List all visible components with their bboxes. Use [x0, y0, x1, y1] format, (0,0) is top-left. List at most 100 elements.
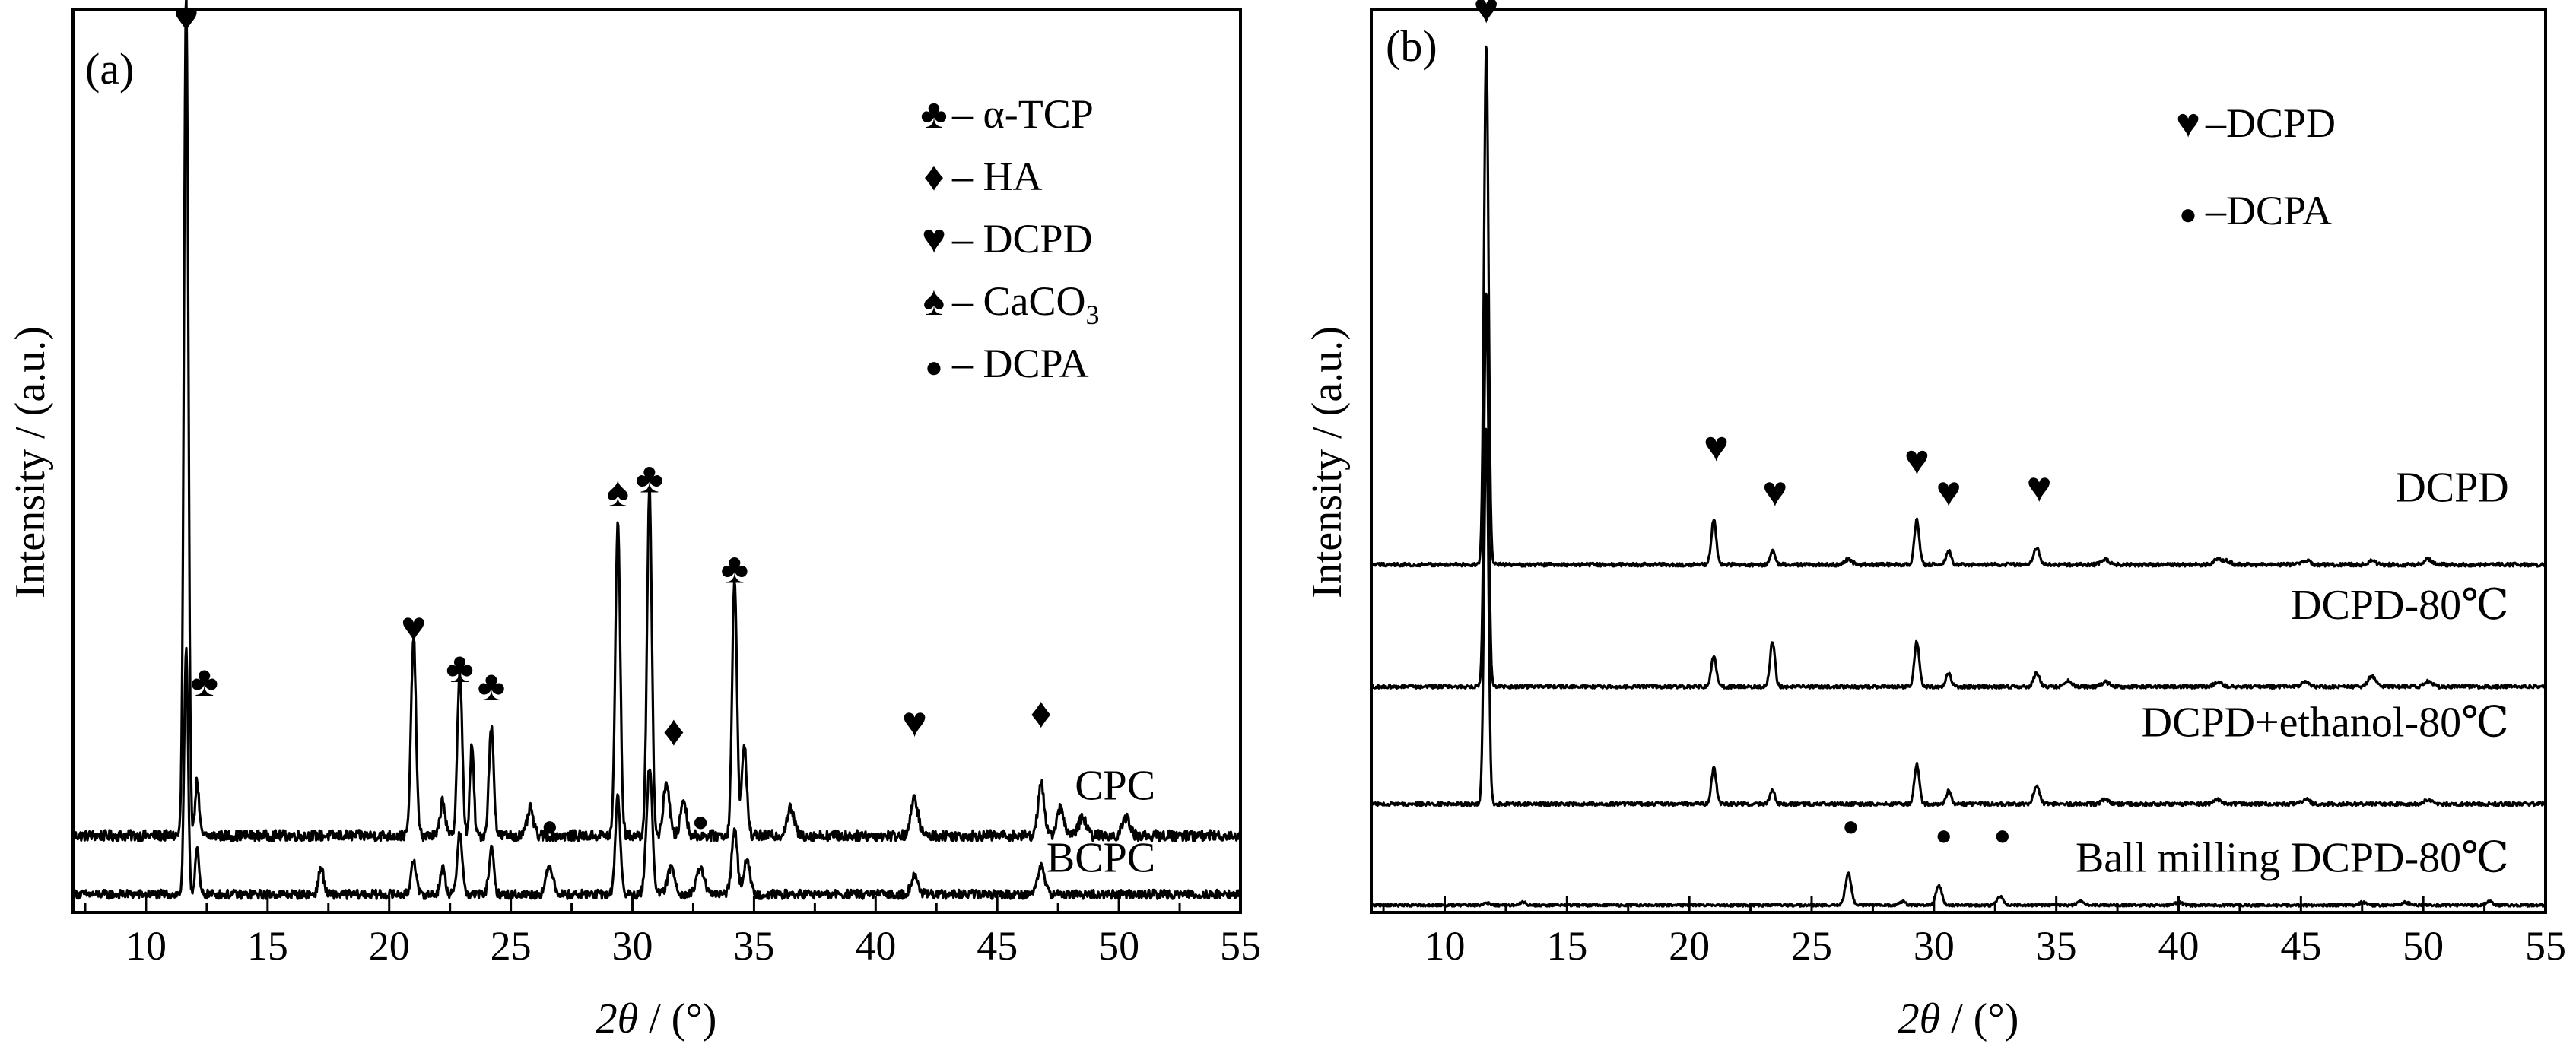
legend-item-dcpa: ● – DCPA — [925, 341, 1089, 386]
panel-b: 10 15 20 25 30 35 40 45 50 55 ♥♥♥♥♥ ♥● ● ● DCPDDCPD-… — [1304, 0, 2566, 1042]
x-tick-label: 55 — [2525, 923, 2566, 969]
series-line — [1371, 45, 2546, 568]
peak-marker: ● — [541, 811, 558, 842]
legend-heart-icon: ♥ — [922, 216, 946, 262]
x-axis-label-a: 2θ / (°) — [596, 995, 717, 1042]
curve-label: DCPD+ethanol-80℃ — [2142, 699, 2509, 746]
peak-marker: ♠ — [606, 468, 629, 516]
peak-marker: ● — [1842, 811, 1860, 842]
y-axis-label-a: Intensity / (a.u.) — [7, 326, 54, 598]
peak-marker: ♥ — [1474, 0, 1499, 33]
peak-markers-a: ♥♣♥♣ ♣♠ ♣♦♣♥ ♦● ● — [173, 0, 1052, 842]
plot-frame-b — [1370, 8, 2547, 914]
series-line — [71, 646, 1242, 900]
x-tick-label: 30 — [612, 923, 653, 969]
curve-labels-b: DCPD DCPD-80℃ DCPD+ethanol-80℃ Ball milling… — [2076, 464, 2509, 881]
legend-label-caco3: – CaCO3 — [951, 278, 1100, 330]
legend-item-dcpa-b: ● –DCPA — [2179, 188, 2332, 233]
x-tick-label: 50 — [2403, 923, 2444, 969]
legend-item-caco3: ♠ – CaCO3 — [923, 278, 1100, 330]
x-tick-label: 15 — [1546, 923, 1587, 969]
curve-labels-a: CPC BCPC — [1047, 763, 1155, 882]
x-tick-label: 45 — [2280, 923, 2321, 969]
peak-markers-b: ♥♥♥♥♥ ♥● ● ● — [1474, 0, 2052, 852]
x-tick-label: 10 — [1425, 923, 1466, 969]
legend-item-ha: ♦ – HA — [923, 154, 1042, 199]
y-axis-label-b: Intensity / (a.u.) — [1304, 326, 1351, 598]
x-tick-label: 10 — [125, 923, 167, 969]
curve-label: CPC — [1075, 763, 1155, 810]
peak-marker: ♣ — [636, 455, 664, 503]
legend-b: ♥ –DCPD ● –DCPA — [2176, 100, 2336, 233]
x-tick-label: 35 — [2036, 923, 2077, 969]
x-tick-label: 45 — [977, 923, 1018, 969]
curve-label: DCPD-80℃ — [2291, 582, 2509, 629]
x-tick-label: 40 — [2158, 923, 2200, 969]
legend-label-dcpd: – DCPD — [951, 216, 1093, 262]
legend-item-dcpd: ♥ – DCPD — [922, 216, 1093, 262]
series-group-a — [71, 0, 1242, 900]
curve-label: BCPC — [1047, 835, 1155, 882]
x-axis-symbol-a: 2θ — [596, 995, 639, 1042]
peak-marker: ♦ — [663, 708, 685, 755]
x-axis-unit-b: / (°) — [1940, 995, 2019, 1042]
series-group-b — [1370, 45, 2547, 908]
legend-caco3-subscript: 3 — [1086, 300, 1100, 330]
peak-marker: ♥ — [1704, 424, 1729, 471]
x-tick-labels-a: 10 15 20 25 30 35 40 45 50 55 — [125, 923, 1261, 969]
panel-label-b: (b) — [1386, 21, 1437, 71]
legend-caco3-text: – CaCO — [951, 278, 1086, 324]
x-tick-label: 50 — [1098, 923, 1139, 969]
peak-marker: ♣ — [446, 645, 474, 692]
x-tick-label: 30 — [1914, 923, 1955, 969]
legend-diamond-icon: ♦ — [923, 154, 945, 199]
peak-marker: ♥ — [1936, 468, 1961, 516]
x-tick-label: 40 — [855, 923, 896, 969]
peak-marker: ♣ — [720, 545, 748, 592]
series-line — [71, 0, 1242, 842]
x-axis-label-b: 2θ / (°) — [1898, 995, 2019, 1042]
legend-dot-icon: ● — [925, 350, 943, 384]
legend-a: ♣ – α-TCP ♦ – HA ♥ – DCPD ♠ – CaCO3 ● – … — [920, 91, 1099, 386]
peak-marker: ● — [1935, 820, 1952, 852]
legend-label-dcpa: – DCPA — [951, 341, 1089, 386]
x-tick-label: 25 — [1791, 923, 1832, 969]
legend-club-icon: ♣ — [920, 91, 947, 137]
peak-marker: ♦ — [1030, 690, 1052, 737]
legend-label-dcpa-b: –DCPA — [2205, 188, 2332, 233]
peak-marker: ♥ — [401, 604, 426, 652]
series-line — [1370, 871, 2547, 908]
series-line — [1371, 292, 2547, 690]
legend-item-dcpd-b: ♥ –DCPD — [2176, 100, 2336, 146]
x-tick-label: 55 — [1220, 923, 1261, 969]
x-tick-label: 35 — [733, 923, 774, 969]
curve-label: DCPD — [2395, 464, 2508, 511]
peak-marker: ♥ — [1762, 468, 1787, 516]
peak-marker: ♣ — [478, 663, 506, 710]
peak-marker: ♥ — [1904, 437, 1930, 484]
legend-label-atcp: – α-TCP — [951, 91, 1094, 137]
peak-marker: ♥ — [2027, 464, 2052, 511]
x-tick-label: 25 — [491, 923, 532, 969]
legend-dot-icon-b: ● — [2179, 197, 2197, 231]
x-tick-labels-b: 10 15 20 25 30 35 40 45 50 55 — [1425, 923, 2567, 969]
panel-label-a: (a) — [85, 44, 134, 94]
x-axis-unit-a: / (°) — [638, 995, 716, 1042]
x-axis-symbol-b: 2θ — [1898, 995, 1941, 1042]
legend-heart-icon-b: ♥ — [2176, 100, 2200, 146]
legend-label-ha: – HA — [951, 154, 1043, 199]
x-tick-label: 20 — [1669, 923, 1710, 969]
peak-marker: ● — [692, 806, 710, 838]
peak-marker: ● — [1993, 820, 2011, 852]
legend-item-atcp: ♣ – α-TCP — [920, 91, 1094, 137]
legend-spade-icon: ♠ — [923, 278, 945, 324]
series-line — [1370, 427, 2546, 807]
peak-marker: ♣ — [190, 658, 218, 706]
plot-frame-a — [71, 8, 1242, 914]
legend-label-dcpd-b: –DCPD — [2205, 100, 2336, 146]
x-tick-label: 15 — [247, 923, 288, 969]
curve-label: Ball milling DCPD-80℃ — [2076, 835, 2509, 882]
x-tick-label: 20 — [369, 923, 410, 969]
panel-a: 10 15 20 25 30 35 40 45 50 55 ♥♣♥♣ ♣♠ ♣♦♣♥ ♦● ● CPCBC… — [7, 0, 1261, 1042]
